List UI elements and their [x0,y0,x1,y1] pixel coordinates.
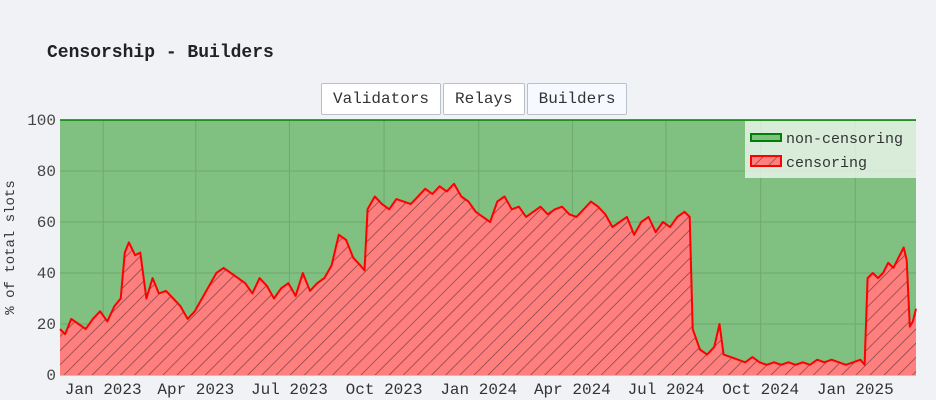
y-axis-ticks: 0 20 40 60 80 100 [27,112,56,385]
legend: non-censoring censoring [745,121,916,178]
x-tick-label: Jan 2025 [817,381,894,399]
y-tick-label: 100 [27,112,56,130]
x-tick-label: Jan 2023 [65,381,142,399]
x-tick-label: Oct 2023 [346,381,423,399]
y-tick-label: 80 [37,163,56,181]
x-tick-label: Jul 2023 [251,381,328,399]
y-tick-label: 60 [37,214,56,232]
censoring-line [59,182,917,366]
validators-button[interactable]: Validators [321,83,442,115]
censoring-area [60,183,916,375]
x-tick-label: Jan 2024 [440,381,517,399]
legend-label: censoring [786,155,867,172]
x-tick-label: Jul 2024 [628,381,705,399]
legend-swatch-censoring [750,155,782,167]
chart-title: Censorship - Builders [47,43,274,63]
x-tick-label: Apr 2024 [534,381,611,399]
builders-button[interactable]: Builders [526,83,628,115]
relays-button[interactable]: Relays [443,83,525,115]
y-tick-label: 20 [37,316,56,334]
view-toggle-group: Validators Relays Builders [321,83,629,115]
y-axis-label: % of total slots [3,180,19,314]
y-tick-label: 0 [46,367,56,385]
x-tick-label: Oct 2024 [722,381,799,399]
legend-box [745,121,916,178]
legend-swatch-non-censoring [750,133,782,142]
x-tick-label: Apr 2023 [157,381,234,399]
y-tick-label: 40 [37,265,56,283]
x-axis-ticks: Jan 2023 Apr 2023 Jul 2023 Oct 2023 Jan 2024… [65,381,894,399]
legend-label: non-censoring [786,131,903,148]
